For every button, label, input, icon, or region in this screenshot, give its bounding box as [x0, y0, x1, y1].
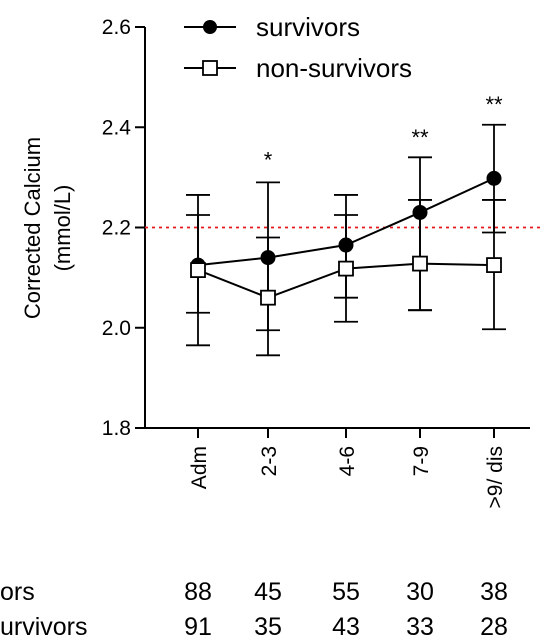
- y-tick-label: 2.6: [102, 16, 131, 39]
- series-non-survivors: [186, 199, 506, 357]
- x-tick-label: 2-3: [258, 446, 281, 476]
- counts-cell: 38: [480, 578, 508, 606]
- x-tick-label: 4-6: [336, 446, 359, 476]
- counts-cell: 91: [184, 613, 212, 641]
- counts-cell: 28: [480, 613, 508, 641]
- x-tick-label-group: 7-9: [410, 446, 433, 476]
- counts-row: ors 88 45 55 30 38: [0, 578, 508, 606]
- data-point: [486, 257, 502, 273]
- counts-table: ors 88 45 55 30 38 urvivors 91 35 43 33 28: [0, 578, 508, 641]
- legend-item: survivors: [184, 12, 360, 42]
- y-tick-label: 2.2: [102, 217, 131, 240]
- legend-label: survivors: [256, 12, 360, 42]
- x-tick-label: 7-9: [410, 446, 433, 476]
- x-tick-label-group: 4-6: [336, 446, 359, 476]
- data-point: [338, 260, 354, 277]
- legend-label: non-survivors: [256, 53, 412, 83]
- y-tick-label: 2.0: [102, 317, 131, 340]
- legend-item: non-survivors: [184, 53, 412, 83]
- data-point: [412, 255, 428, 272]
- x-tick-label: Adm: [188, 446, 211, 489]
- counts-cell: 30: [406, 578, 434, 606]
- data-point: [260, 289, 276, 306]
- y-tick-label: 1.8: [102, 417, 131, 440]
- counts-row-label: urvivors: [0, 613, 88, 641]
- x-tick-label: >9/ dis: [484, 446, 507, 508]
- data-point: [190, 262, 206, 279]
- significance-annotation: **: [411, 125, 429, 150]
- counts-cell: 88: [184, 578, 212, 606]
- y-tick-label: 2.4: [102, 116, 132, 139]
- counts-row-label: ors: [0, 578, 35, 606]
- y-axis-label-line-1: Corrected Calcium: [20, 137, 45, 319]
- y-axis-label-line-2: (mmol/L): [50, 185, 75, 272]
- legend-marker: [202, 60, 218, 76]
- legend: survivors non-survivors: [184, 12, 412, 83]
- significance-annotation: *: [264, 147, 273, 172]
- legend-marker: [203, 20, 217, 34]
- counts-cell: 45: [254, 578, 282, 606]
- x-tick-label-group: >9/ dis: [484, 446, 507, 508]
- x-tick-label-group: Adm: [188, 446, 211, 489]
- counts-cell: 43: [332, 613, 360, 641]
- data-point: [486, 170, 502, 186]
- counts-row: urvivors 91 35 43 33 28: [0, 613, 508, 641]
- significance-annotation: **: [485, 92, 503, 117]
- counts-cell: 55: [332, 578, 360, 606]
- y-axis-label: Corrected Calcium (mmol/L): [20, 137, 75, 319]
- counts-cell: 33: [406, 613, 434, 641]
- x-tick-label-group: 2-3: [258, 446, 281, 476]
- counts-cell: 35: [254, 613, 282, 641]
